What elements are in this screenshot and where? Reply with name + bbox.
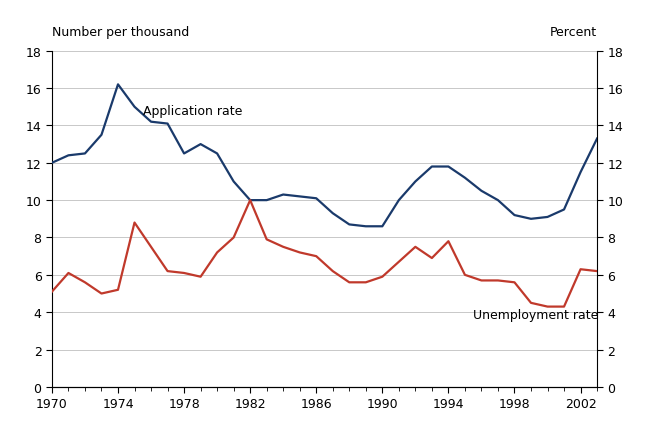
Text: Percent: Percent — [550, 26, 597, 39]
Text: Unemployment rate: Unemployment rate — [473, 308, 598, 321]
Text: Application rate: Application rate — [143, 105, 242, 118]
Text: Number per thousand: Number per thousand — [52, 26, 189, 39]
